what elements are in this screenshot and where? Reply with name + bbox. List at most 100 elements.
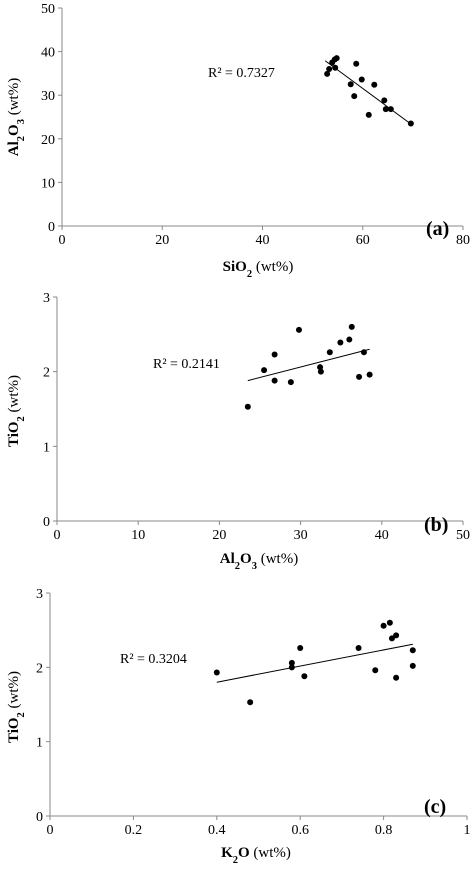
data-point (409, 662, 416, 669)
x-axis-title-part-1: 2 (233, 855, 238, 866)
r-squared-label: R² = 0.2141 (153, 357, 220, 372)
y-axis-title-part-1: 2 (16, 416, 27, 421)
data-point (381, 97, 388, 104)
data-point (356, 373, 363, 380)
y-axis-title-part-2: (wt%) (6, 375, 22, 416)
y-tick-label: 20 (41, 133, 55, 148)
data-point (358, 76, 365, 83)
y-axis-title-part-0: Al (6, 141, 22, 156)
data-point (365, 111, 372, 118)
x-tick-label: 1 (464, 823, 471, 838)
data-point (301, 673, 308, 680)
x-tick-label: 10 (131, 528, 145, 543)
data-point (288, 659, 295, 666)
x-tick-label: 0 (54, 528, 61, 543)
y-tick-label: 3 (36, 587, 43, 602)
panel-label: (b) (424, 514, 448, 536)
x-axis-title-part-0: SiO (223, 259, 247, 275)
x-tick-label: 20 (212, 528, 226, 543)
data-point (288, 664, 295, 671)
x-tick-label: 40 (375, 528, 389, 543)
y-tick-label: 10 (41, 176, 55, 191)
data-point (213, 669, 220, 676)
x-axis-title-part-2: O (238, 845, 250, 861)
data-point (295, 326, 302, 333)
x-axis-title: SiO2 (wt%) (223, 259, 294, 280)
data-point (317, 364, 324, 371)
y-tick-label: 2 (36, 661, 43, 676)
x-tick-label: 0.6 (291, 823, 309, 838)
data-point (247, 699, 254, 706)
data-point (386, 619, 393, 626)
y-tick-label: 2 (43, 366, 50, 381)
data-point (387, 106, 394, 113)
x-tick-label: 0.2 (125, 823, 143, 838)
y-axis-title: Al2O3 (wt%) (6, 78, 27, 156)
data-point (372, 667, 379, 674)
data-point (348, 323, 355, 330)
data-point (371, 81, 378, 88)
data-point (332, 64, 339, 71)
x-tick-label: 0.4 (208, 823, 226, 838)
x-tick-label: 60 (356, 233, 370, 248)
data-point (326, 349, 333, 356)
x-axis-title: Al2O3 (wt%) (220, 551, 298, 572)
x-tick-label: 30 (294, 528, 308, 543)
y-tick-label: 3 (43, 291, 50, 306)
x-axis-title-part-1: 2 (247, 269, 252, 280)
panel-b: 0 10 20 30 40 50 0 1 2 3 R² = 0.2141 (b) Al2O3 (wt%)… (6, 291, 470, 572)
data-point (351, 93, 358, 100)
data-point (353, 60, 360, 67)
y-tick-label: 0 (48, 220, 55, 235)
r-squared-label: R² = 0.7327 (208, 66, 275, 81)
data-point (393, 674, 400, 681)
y-axis-title: TiO2 (wt%) (6, 375, 27, 447)
data-point (409, 647, 416, 654)
data-point (333, 55, 340, 62)
data-point (347, 81, 354, 88)
y-axis-title-part-2: (wt%) (6, 671, 22, 712)
trendline (247, 348, 370, 382)
data-point (346, 336, 353, 343)
y-tick-label: 0 (43, 515, 50, 530)
y-axis-title-part-2: O (6, 124, 22, 136)
x-axis-title-part-1: 2 (235, 561, 240, 572)
data-point (388, 635, 395, 642)
x-axis-title-part-0: Al (220, 551, 235, 567)
y-tick-label: 1 (36, 736, 43, 751)
data-point (366, 371, 373, 378)
data-point (297, 645, 304, 652)
x-axis-title-part-3: 3 (252, 561, 257, 572)
x-tick-label: 20 (155, 233, 169, 248)
data-point (380, 622, 387, 629)
data-point (393, 632, 400, 639)
x-tick-label: 80 (456, 233, 470, 248)
x-axis-title-part-2: (wt%) (252, 259, 293, 275)
data-point (317, 368, 324, 375)
data-point (326, 66, 333, 73)
x-tick-label: 40 (256, 233, 270, 248)
y-tick-label: 0 (36, 810, 43, 825)
y-tick-label: 30 (41, 89, 55, 104)
y-axis-title-part-1: 2 (16, 136, 27, 141)
y-axis-title-part-1: 2 (16, 712, 27, 717)
panel-label: (c) (424, 796, 446, 818)
y-tick-label: 50 (41, 2, 55, 17)
y-axis-title-part-3: 3 (16, 119, 27, 124)
data-point (287, 379, 294, 386)
data-point (407, 120, 414, 127)
data-point (261, 367, 268, 374)
x-tick-label: 50 (456, 528, 470, 543)
data-point (360, 349, 367, 356)
data-point (244, 403, 251, 410)
x-tick-label: 0 (47, 823, 54, 838)
x-axis-title-part-0: K (221, 845, 233, 861)
x-tick-label: 0.8 (375, 823, 393, 838)
y-tick-label: 1 (43, 440, 50, 455)
y-tick-label: 40 (41, 46, 55, 61)
x-tick-label: 0 (59, 233, 66, 248)
data-point (337, 339, 344, 346)
